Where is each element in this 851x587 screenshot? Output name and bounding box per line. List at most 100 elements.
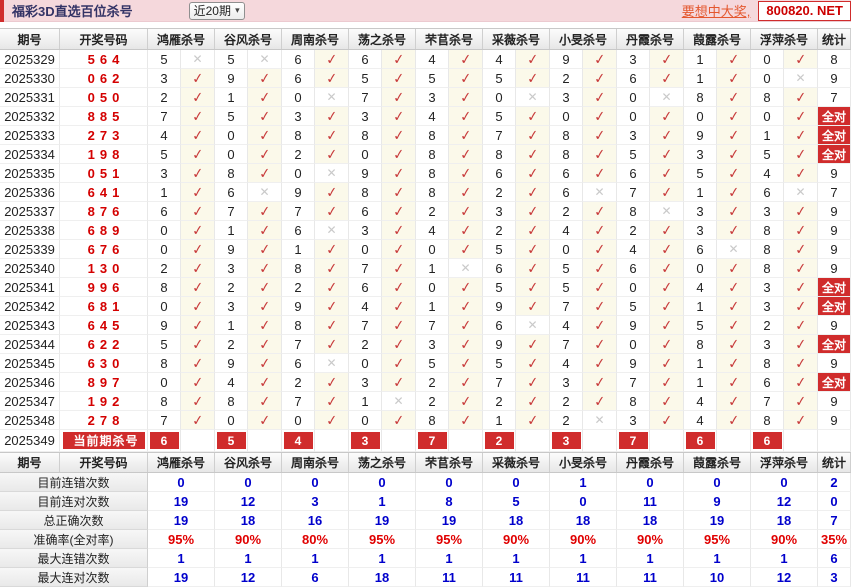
mark-cell-empty <box>382 430 416 452</box>
mark-cell: ✓ <box>248 240 282 259</box>
stats-value-cell: 18 <box>349 568 416 587</box>
period-range-select[interactable]: 近20期 ▾ <box>188 1 245 20</box>
check-icon: ✓ <box>726 163 741 182</box>
mark-cell: ✓ <box>449 164 483 183</box>
kill-number-cell: 9 <box>617 316 650 335</box>
kill-number-cell: 0 <box>282 411 315 430</box>
kill-number-cell: 8 <box>215 164 248 183</box>
kill-number-cell: 0 <box>215 411 248 430</box>
stats-value-cell: 11 <box>617 492 684 511</box>
stats-value-cell: 11 <box>550 568 617 587</box>
check-icon: ✓ <box>592 372 607 391</box>
current-period-row: 2025349 当前期杀号 6 5 4 3 7 2 3 7 6 6 <box>0 430 851 452</box>
mark-cell: ✓ <box>650 278 684 297</box>
period-cell: 2025346 <box>0 373 60 392</box>
check-icon: ✓ <box>391 277 406 296</box>
check-icon: ✓ <box>659 125 674 144</box>
mark-cell: ✓ <box>315 411 349 430</box>
check-icon: ✓ <box>190 334 205 353</box>
header-expert-5: 芣苢杀号 <box>416 29 483 49</box>
mark-cell: ✓ <box>650 183 684 202</box>
check-icon: ✓ <box>324 182 339 201</box>
check-icon: ✓ <box>793 49 808 68</box>
all-correct-badge: 全对 <box>818 107 851 126</box>
check-icon: ✓ <box>793 239 808 258</box>
kill-number-cell: 5 <box>483 240 516 259</box>
mark-cell: ✓ <box>248 297 282 316</box>
table-row: 2025343 645 9 ✓ 1 ✓ 8 ✓ 7 ✓ 7 ✓ 6 ✕ 4 ✓ 9 ✓ 5 ✓ 2 ✓ 9 <box>0 316 851 335</box>
mark-cell: ✓ <box>248 69 282 88</box>
check-icon: ✓ <box>458 296 473 315</box>
mark-cell: ✓ <box>382 202 416 221</box>
draw-numbers-cell: 130 <box>60 259 148 278</box>
mark-cell: ✓ <box>650 69 684 88</box>
check-icon: ✓ <box>257 296 272 315</box>
mark-cell: ✓ <box>382 88 416 107</box>
kill-number-cell: 0 <box>550 240 583 259</box>
promo-area: 要想中大奖, 800820. NET <box>682 0 851 22</box>
kill-number-cell: 3 <box>148 69 181 88</box>
kill-number-cell: 0 <box>148 297 181 316</box>
stats-value-cell: 90% <box>751 530 818 549</box>
stats-value-cell: 9 <box>684 492 751 511</box>
mark-cell: ✓ <box>784 297 818 316</box>
stats-value-cell: 0 <box>483 473 550 492</box>
kill-number-cell: 5 <box>148 145 181 164</box>
mark-cell: ✓ <box>650 373 684 392</box>
cross-icon: ✕ <box>594 185 605 199</box>
kill-number-cell: 8 <box>148 354 181 373</box>
kill-number-cell: 2 <box>416 373 449 392</box>
mark-cell: ✓ <box>650 164 684 183</box>
table-row: 2025338 689 0 ✓ 1 ✓ 6 ✕ 3 ✓ 4 ✓ 2 ✓ 4 ✓ 2 ✓ 3 ✓ 8 ✓ 9 <box>0 221 851 240</box>
kill-number-cell: 6 <box>349 202 382 221</box>
check-icon: ✓ <box>458 315 473 334</box>
kill-number-cell: 0 <box>148 221 181 240</box>
kill-number-cell: 3 <box>550 373 583 392</box>
mark-cell: ✓ <box>248 373 282 392</box>
mark-cell: ✓ <box>181 354 215 373</box>
current-kill-cell: 4 <box>282 430 315 452</box>
kill-number-cell: 3 <box>349 107 382 126</box>
mark-cell: ✓ <box>382 107 416 126</box>
kill-number-cell: 0 <box>282 88 315 107</box>
kill-number-cell: 7 <box>349 316 382 335</box>
kill-number-cell: 1 <box>215 316 248 335</box>
check-icon: ✓ <box>190 201 205 220</box>
stats-label-cell: 总正确次数 <box>0 511 148 530</box>
check-icon: ✓ <box>458 87 473 106</box>
kill-number-cell: 0 <box>148 373 181 392</box>
kill-number-cell: 0 <box>215 126 248 145</box>
kill-number-cell: 8 <box>617 392 650 411</box>
kill-number-cell: 5 <box>416 354 449 373</box>
check-icon: ✓ <box>324 315 339 334</box>
check-icon: ✓ <box>324 144 339 163</box>
kill-number-cell: 3 <box>684 145 717 164</box>
mark-cell-empty <box>717 430 751 452</box>
stats-value-cell: 90% <box>550 530 617 549</box>
table-row: 2025345 630 8 ✓ 9 ✓ 6 ✕ 0 ✓ 5 ✓ 5 ✓ 4 ✓ 9 ✓ 1 ✓ 8 ✓ 9 <box>0 354 851 373</box>
stats-value-cell: 0 <box>751 473 818 492</box>
mark-cell: ✓ <box>784 240 818 259</box>
check-icon: ✓ <box>726 258 741 277</box>
cross-icon: ✕ <box>728 242 739 256</box>
kill-number-cell: 6 <box>617 164 650 183</box>
promo-link[interactable]: 要想中大奖, <box>681 4 751 19</box>
cross-icon: ✕ <box>661 204 672 218</box>
check-icon: ✓ <box>391 106 406 125</box>
stats-value-cell: 95% <box>148 530 215 549</box>
check-icon: ✓ <box>793 144 808 163</box>
check-icon: ✓ <box>324 239 339 258</box>
kill-number-cell: 6 <box>483 259 516 278</box>
check-icon: ✓ <box>793 372 808 391</box>
current-kill-number: 7 <box>417 432 447 449</box>
mark-cell: ✓ <box>784 50 818 69</box>
kill-number-cell: 3 <box>215 259 248 278</box>
period-cell: 2025345 <box>0 354 60 373</box>
table-row: 2025335 051 3 ✓ 8 ✓ 0 ✕ 9 ✓ 8 ✓ 6 ✓ 6 ✓ 6 ✓ 5 ✓ 4 ✓ 9 <box>0 164 851 183</box>
check-icon: ✓ <box>726 144 741 163</box>
kill-number-cell: 2 <box>215 335 248 354</box>
site-badge[interactable]: 800820. NET <box>758 0 851 21</box>
header-stat: 统计 <box>818 453 851 472</box>
stats-value-cell: 19 <box>349 511 416 530</box>
mark-cell: ✓ <box>583 69 617 88</box>
